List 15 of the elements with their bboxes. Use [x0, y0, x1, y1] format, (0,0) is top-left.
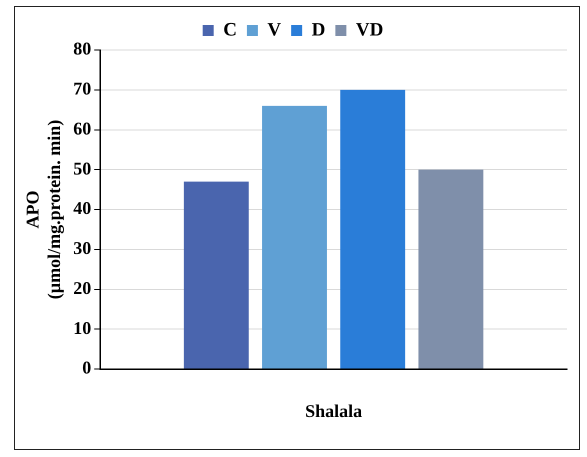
y-tick-label: 30: [73, 238, 92, 258]
y-tick-label: 10: [73, 318, 92, 338]
y-tick-label: 20: [73, 278, 92, 298]
y-tick-label: 80: [73, 38, 92, 59]
y-tick-label: 60: [73, 118, 92, 138]
y-axis-title: APO (µmol/mg.protein. min): [22, 120, 64, 300]
legend-label: C: [223, 19, 237, 40]
legend-label: V: [267, 19, 282, 40]
y-tick-label: 50: [73, 158, 92, 178]
y-tick-label: 0: [82, 358, 92, 378]
legend-label: VD: [356, 19, 384, 40]
x-axis-title: Shalala: [305, 400, 362, 421]
y-tick-label: 40: [73, 198, 92, 218]
legend-label: D: [312, 19, 326, 40]
y-tick-label: 70: [73, 78, 92, 99]
